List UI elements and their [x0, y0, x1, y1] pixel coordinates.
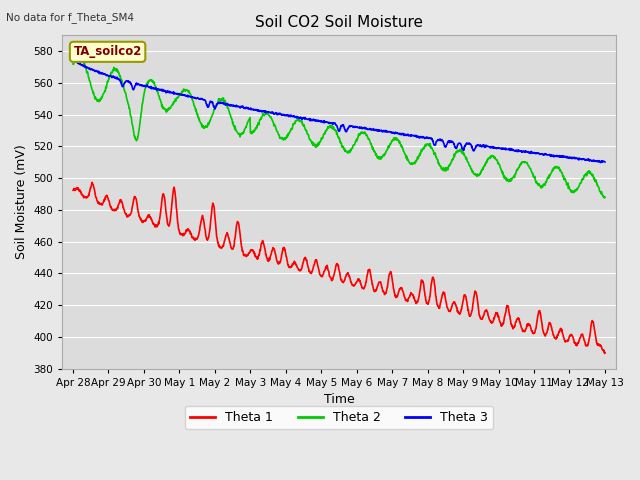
X-axis label: Time: Time	[324, 393, 355, 406]
Legend: Theta 1, Theta 2, Theta 3: Theta 1, Theta 2, Theta 3	[185, 406, 493, 429]
Y-axis label: Soil Moisture (mV): Soil Moisture (mV)	[15, 144, 28, 259]
Text: TA_soilco2: TA_soilco2	[74, 45, 142, 59]
Title: Soil CO2 Soil Moisture: Soil CO2 Soil Moisture	[255, 15, 423, 30]
Text: No data for f_Theta_SM4: No data for f_Theta_SM4	[6, 12, 134, 23]
